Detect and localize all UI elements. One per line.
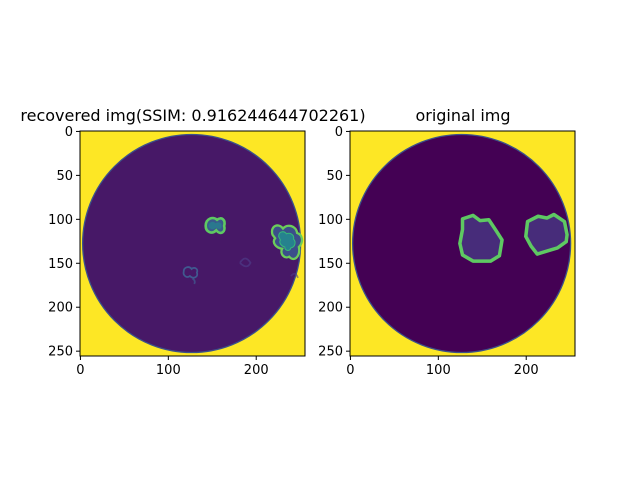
recovered-y-tick-label-0: 0 [65,125,73,140]
recovered-x-tick-label-2: 200 [244,363,269,378]
original-features [458,212,569,263]
recovered-axes-frame [79,130,306,357]
recovered-blob-1-inner [208,221,222,230]
original-x-tick-label-1: 100 [426,363,451,378]
original-axes-frame [349,130,576,357]
recovered-x-tick-label-1: 100 [156,363,181,378]
recovered-blob-3 [182,266,199,279]
original-y-tick-label-0: 0 [335,125,343,140]
recovered-texture-3 [290,272,299,279]
recovered-blob-2-inner [278,231,296,252]
original-blob-2 [524,212,569,256]
recovered-y-tick-label-4: 200 [48,301,73,316]
original-x-tick-label-0: 0 [346,363,354,378]
original-title: original img [415,106,510,125]
recovered-panel: recovered img(SSIM: 0.916244644702261) [20,106,365,378]
recovered-y-tick-label-3: 150 [48,257,73,272]
recovered-title: recovered img(SSIM: 0.916244644702261) [20,106,365,125]
original-y-tick-label-1: 50 [326,169,343,184]
original-y-tick-label-2: 100 [318,213,343,228]
original-blob-1 [458,213,504,263]
recovered-features [182,216,304,285]
original-image [350,131,575,356]
recovered-y-tick-label-2: 100 [48,213,73,228]
recovered-y-tick-label-5: 250 [48,345,73,360]
recovered-disc [81,133,302,354]
original-ticks: 0 100 200 0 50 100 150 200 250 [318,125,538,378]
original-y-tick-label-4: 200 [318,301,343,316]
original-y-tick-label-3: 150 [318,257,343,272]
recovered-texture-1 [239,257,252,268]
recovered-image [80,131,305,356]
original-x-tick-label-2: 200 [514,363,539,378]
recovered-x-tick-label-0: 0 [76,363,84,378]
recovered-ticks: 0 100 200 0 50 100 150 200 250 [48,125,268,378]
original-y-tick-label-5: 250 [318,345,343,360]
original-panel: original img 0 100 200 0 50 100 150 200 250 [318,106,576,378]
recovered-y-tick-label-1: 50 [56,169,73,184]
recovered-texture-4 [192,277,196,285]
